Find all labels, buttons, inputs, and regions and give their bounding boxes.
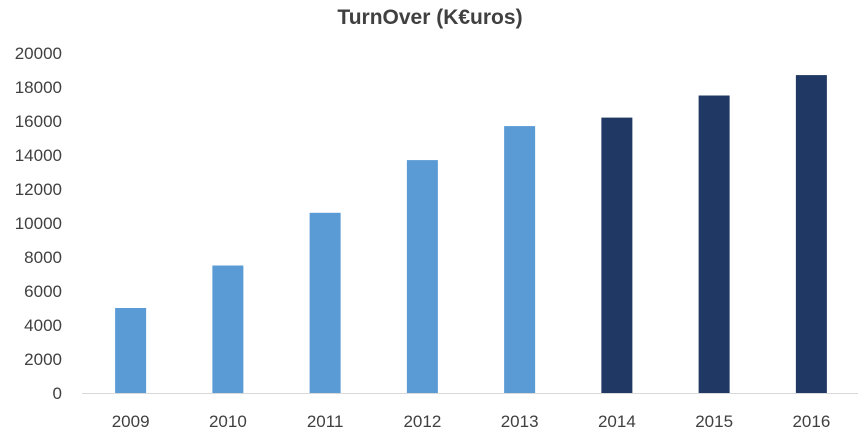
- y-tick-label: 12000: [15, 180, 62, 199]
- x-tick-label: 2016: [792, 412, 830, 431]
- y-tick-label: 16000: [15, 112, 62, 131]
- x-tick-label: 2014: [598, 412, 636, 431]
- x-tick-label: 2011: [307, 412, 344, 431]
- chart-title: TurnOver (K€uros): [337, 6, 523, 29]
- x-tick-label: 2013: [501, 412, 539, 431]
- x-axis: 2009 2010 2011 2012 2013 2014 2015 2016: [112, 412, 831, 431]
- bar-2011: [309, 212, 341, 393]
- bars: [115, 75, 827, 393]
- bar-2010: [212, 265, 244, 393]
- y-tick-label: 2000: [24, 350, 62, 369]
- x-tick-label: 2015: [695, 412, 733, 431]
- bar-2016: [795, 75, 827, 393]
- y-axis: 0 2000 4000 6000 8000 10000 12000 14000 16000 180…: [15, 44, 62, 403]
- x-tick-label: 2010: [209, 412, 247, 431]
- bar-2015: [698, 95, 730, 393]
- y-tick-label: 14000: [15, 146, 62, 165]
- bar-2012: [406, 160, 438, 393]
- x-tick-label: 2012: [403, 412, 441, 431]
- y-tick-label: 20000: [15, 44, 62, 63]
- bar-2009: [115, 308, 147, 393]
- bar-2013: [504, 126, 536, 393]
- y-tick-label: 0: [53, 384, 62, 403]
- y-tick-label: 10000: [15, 214, 62, 233]
- x-tick-label: 2009: [112, 412, 150, 431]
- y-tick-label: 6000: [24, 282, 62, 301]
- y-tick-label: 4000: [24, 316, 62, 335]
- y-tick-label: 18000: [15, 78, 62, 97]
- y-tick-label: 8000: [24, 248, 62, 267]
- bar-2014: [601, 117, 633, 393]
